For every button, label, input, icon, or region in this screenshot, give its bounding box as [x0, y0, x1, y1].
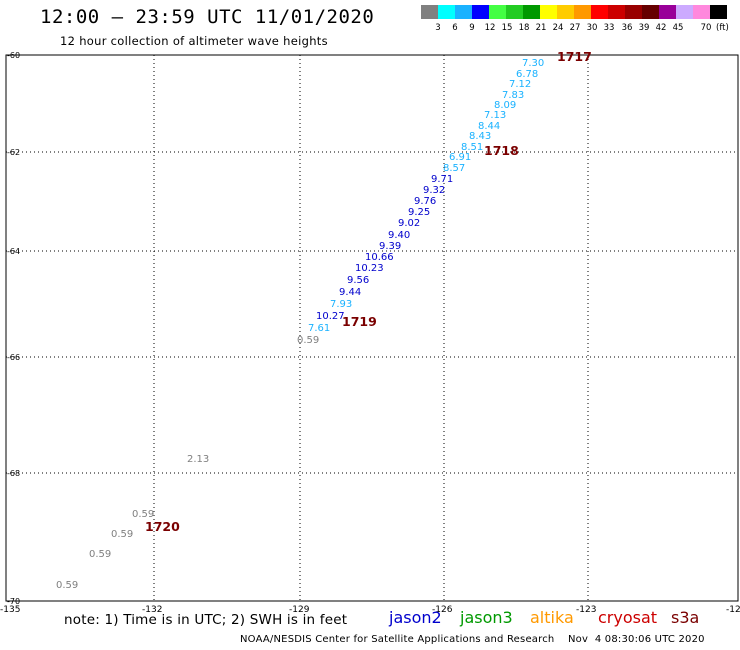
swh-value: 0.59: [132, 509, 154, 520]
swh-value: 6.78: [516, 69, 538, 80]
color-scale-swatch: [642, 5, 659, 19]
color-scale-swatch: [506, 5, 523, 19]
color-scale-label: 30: [586, 23, 598, 33]
color-scale-label: 12: [484, 23, 496, 33]
page-subtitle: 12 hour collection of altimeter wave hei…: [60, 34, 328, 48]
page-title: 12:00 — 23:59 UTC 11/01/2020: [40, 6, 375, 28]
color-scale-label: 9: [469, 23, 475, 33]
swh-value: 8.44: [478, 121, 500, 132]
color-scale-label: 36: [621, 23, 633, 33]
color-scale-label: 15: [501, 23, 513, 33]
color-scale-swatch: [421, 5, 438, 19]
swh-value: 0.59: [297, 335, 319, 346]
color-scale-label: 3: [435, 23, 441, 33]
swh-value: 8.51: [461, 142, 483, 153]
swh-value: 9.71: [431, 174, 453, 185]
swh-value: 7.93: [330, 299, 352, 310]
swh-value: 9.40: [388, 230, 410, 241]
satellite-legend-item: jason3: [460, 608, 513, 627]
latitude-label: -70: [7, 597, 20, 606]
latitude-label: -64: [7, 247, 20, 256]
swh-value: 9.02: [398, 218, 420, 229]
color-scale-swatch: [574, 5, 591, 19]
latitude-label: -68: [7, 469, 20, 478]
swh-value: 9.32: [423, 185, 445, 196]
footer-note: note: 1) Time is in UTC; 2) SWH is in fe…: [64, 612, 348, 628]
color-scale-swatch: [659, 5, 676, 19]
swh-value: 0.59: [89, 549, 111, 560]
color-scale-label: 42: [655, 23, 667, 33]
color-scale-label: 18: [518, 23, 530, 33]
color-scale-swatch: [608, 5, 625, 19]
color-scale-swatch: [693, 5, 710, 19]
swh-value: 7.13: [484, 110, 506, 121]
color-scale-label: 6: [452, 23, 458, 33]
longitude-label: -129: [289, 605, 310, 615]
longitude-label: -120: [726, 605, 740, 615]
swh-value: 7.30: [522, 58, 544, 69]
swh-value: 0.59: [111, 529, 133, 540]
swh-value: 9.56: [347, 275, 369, 286]
swh-value: 8.09: [494, 100, 516, 111]
satellite-legend-item: jason2: [389, 608, 442, 627]
color-scale-swatch: [591, 5, 608, 19]
swh-value: 2.13: [187, 454, 209, 465]
swh-value: 7.12: [509, 79, 531, 90]
longitude-label: -132: [142, 605, 162, 615]
latitude-label: -60: [7, 51, 20, 60]
color-scale-swatch: [523, 5, 540, 19]
swh-value: 8.57: [443, 163, 465, 174]
color-scale-label: 70: [700, 23, 712, 33]
color-scale-swatch: [489, 5, 506, 19]
swh-value: 8.43: [469, 131, 491, 142]
footer-credit: NOAA/NESDIS Center for Satellite Applica…: [240, 634, 705, 645]
latitude-label: -66: [7, 353, 20, 362]
color-scale-unit: (ft): [716, 23, 729, 33]
color-scale-swatch: [540, 5, 557, 19]
color-scale-swatch: [438, 5, 455, 19]
map-frame: [5, 54, 739, 602]
swh-value: 10.23: [355, 263, 384, 274]
color-scale-label: 33: [603, 23, 615, 33]
swh-value: 7.61: [308, 323, 330, 334]
swh-value: 9.39: [379, 241, 401, 252]
color-scale-label: 21: [535, 23, 547, 33]
swh-value: 6.91: [449, 152, 471, 163]
color-scale-swatch: [557, 5, 574, 19]
swh-value: 0.59: [56, 580, 78, 591]
color-scale-swatch: [710, 5, 727, 19]
satellite-legend-item: s3a: [671, 608, 700, 627]
longitude-label: -126: [432, 605, 453, 615]
longitude-label: -123: [576, 605, 596, 615]
swh-value: 10.27: [316, 311, 345, 322]
pass-number: 1717: [557, 49, 592, 64]
pass-number: 1718: [484, 143, 519, 158]
color-scale-swatch: [472, 5, 489, 19]
color-scale-label: 24: [552, 23, 564, 33]
color-scale-swatch: [625, 5, 642, 19]
pass-number: 1720: [145, 519, 180, 534]
satellite-legend-item: altika: [530, 608, 574, 627]
color-scale-label: 45: [672, 23, 684, 33]
swh-value: 9.76: [414, 196, 436, 207]
color-scale-swatch: [455, 5, 472, 19]
latitude-label: -62: [7, 148, 20, 157]
swh-value: 9.44: [339, 287, 361, 298]
longitude-label: -135: [0, 605, 20, 615]
color-scale-swatch: [676, 5, 693, 19]
color-scale-label: 27: [569, 23, 581, 33]
satellite-legend-item: cryosat: [598, 608, 658, 627]
swh-value: 7.83: [502, 90, 524, 101]
pass-number: 1719: [342, 314, 377, 329]
swh-value: 9.25: [408, 207, 430, 218]
color-scale-label: 39: [638, 23, 650, 33]
swh-value: 10.66: [365, 252, 394, 263]
